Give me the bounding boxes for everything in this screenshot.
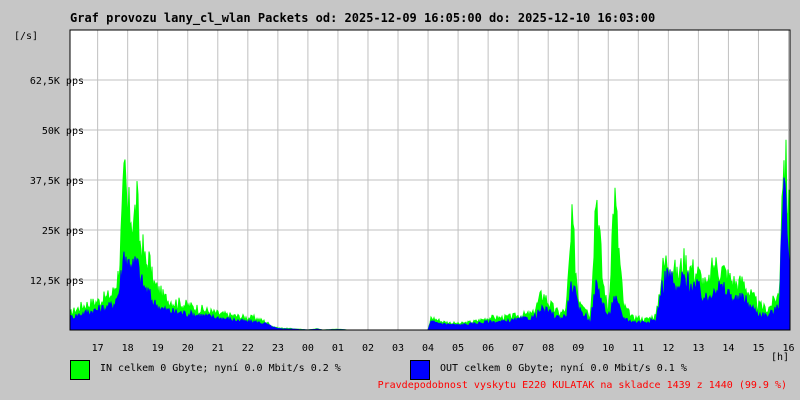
plot-frame	[69, 29, 791, 331]
x-tick-label: 05	[452, 343, 464, 354]
x-tick-labels: 17 18 19 20 21 22 23 00 01 02 03 04 05 06 07 08 09 10 11 12…	[92, 343, 795, 354]
x-tick-label: 11	[632, 343, 644, 354]
x-tick-label: 06	[482, 343, 494, 354]
legend-out-label: OUT celkem 0 Gbyte; nyní 0.0 Mbit/s 0.1 …	[440, 363, 687, 374]
x-tick-label: 18	[122, 343, 134, 354]
legend-in-swatch	[70, 360, 90, 380]
x-tick-label: 10	[602, 343, 614, 354]
y-axis-unit-label: [/s]	[14, 31, 39, 42]
y-tick-label: 12,5K pps	[30, 276, 84, 287]
x-tick-label: 00	[302, 343, 314, 354]
x-tick-label: 01	[332, 343, 344, 354]
x-tick-label: 23	[272, 343, 284, 354]
x-tick-label: 08	[542, 343, 554, 354]
x-tick-label: 02	[362, 343, 374, 354]
series-areas	[69, 139, 791, 331]
x-axis-unit-label: [h]	[771, 352, 789, 363]
legend-out-swatch	[410, 360, 430, 380]
x-tick-label: 12	[662, 343, 674, 354]
y-tick-label: 50K pps	[42, 126, 84, 137]
x-tick-label: 16	[782, 343, 794, 354]
y-tick-label: 25K pps	[42, 226, 84, 237]
x-tick-label: 19	[152, 343, 164, 354]
x-tick-label: 15	[752, 343, 764, 354]
x-tick-label: 07	[512, 343, 524, 354]
y-tick-label: 62,5K pps	[30, 76, 84, 87]
footer-note: Pravdepodobnost vyskytu E220 KULATAK na …	[377, 380, 787, 391]
series-line-out	[69, 177, 791, 331]
x-tick-label: 22	[242, 343, 254, 354]
x-tick-label: 20	[182, 343, 194, 354]
legend-in-label: IN celkem 0 Gbyte; nyní 0.0 Mbit/s 0.2 %	[100, 363, 341, 374]
y-tick-labels: 12,5K pps 25K pps 37,5K pps 50K pps 62,5K pp…	[30, 76, 84, 287]
x-tick-label: 21	[212, 343, 224, 354]
x-tick-label: 17	[92, 343, 104, 354]
chart-title: Graf provozu lany_cl_wlan Packets od: 20…	[70, 11, 656, 25]
x-tick-label: 13	[692, 343, 704, 354]
y-tick-label: 37,5K pps	[30, 176, 84, 187]
x-tick-label: 03	[392, 343, 404, 354]
x-tick-label: 04	[422, 343, 434, 354]
x-tick-label: 09	[572, 343, 584, 354]
x-tick-label: 14	[722, 343, 734, 354]
series-area-out	[70, 177, 790, 330]
